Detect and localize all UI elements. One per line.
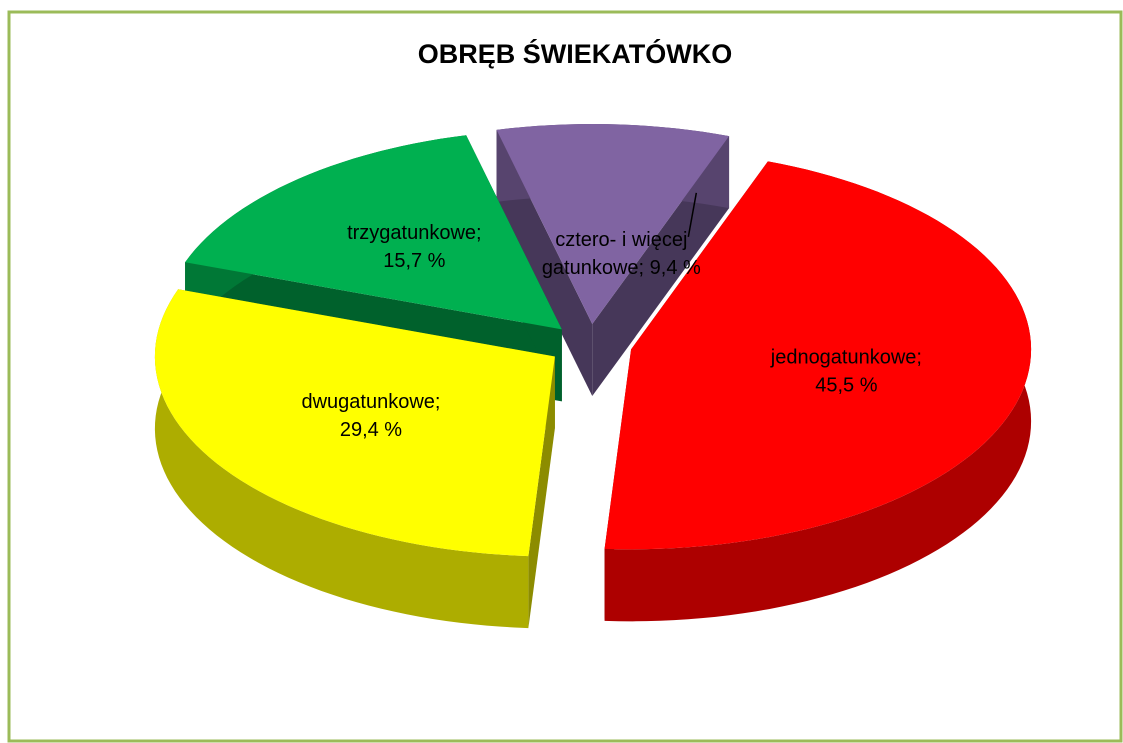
slice	[604, 161, 1032, 550]
slice	[185, 135, 562, 330]
data-label: jednogatunkowe;	[770, 346, 922, 368]
slice	[154, 289, 555, 557]
data-label: 29,4 %	[340, 419, 402, 441]
slice	[496, 124, 730, 325]
slice-wall	[154, 289, 529, 629]
data-label: 45,5 %	[815, 374, 877, 396]
plot-area: jednogatunkowe; 45,5 % dwugatunkowe; 29,4 %…	[154, 124, 1032, 629]
data-label: cztero- i więcej	[555, 229, 687, 251]
data-label: trzygatunkowe;	[347, 222, 482, 244]
pie-slice	[604, 161, 1032, 622]
pie-slice	[154, 289, 555, 629]
chart-title: OBRĘB ŚWIEKATÓWKO	[418, 38, 732, 69]
data-label: gatunkowe; 9,4 %	[542, 257, 701, 279]
data-label: 15,7 %	[383, 250, 445, 272]
leader-line	[687, 192, 698, 238]
data-label: dwugatunkowe;	[301, 391, 440, 413]
